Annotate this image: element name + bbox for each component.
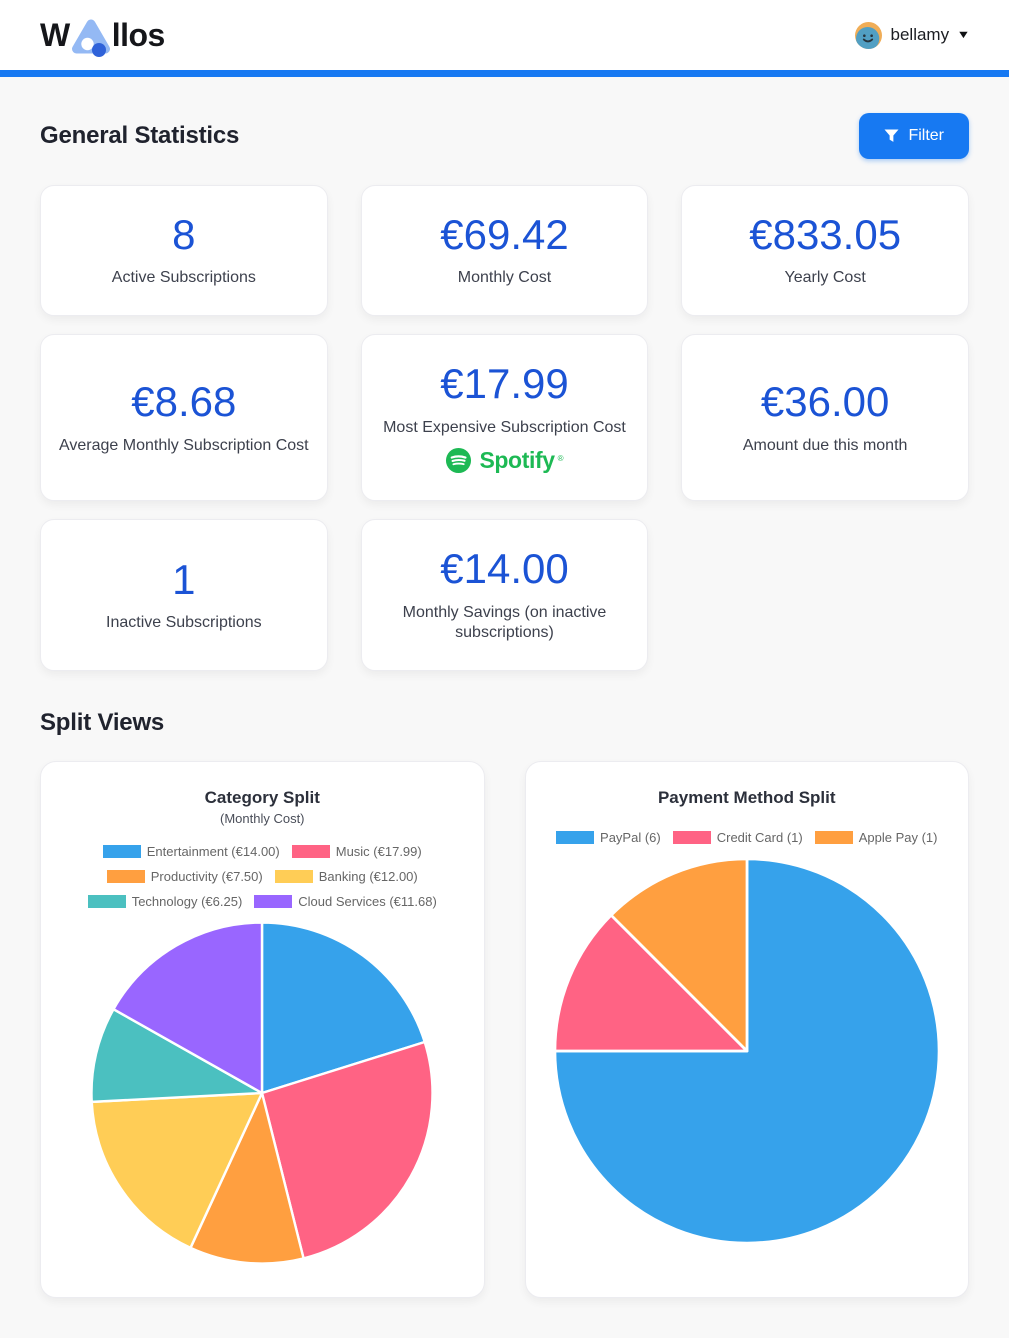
legend-item-banking[interactable]: Banking (€12.00) — [274, 869, 418, 885]
pie-slice-banking[interactable] — [90, 1092, 264, 1250]
legend-item-paypal[interactable]: PayPal (6) — [556, 830, 661, 845]
header: W llos bellamy ▼ — [0, 0, 1009, 70]
stat-card-monthly-savings: €14.00 Monthly Savings (on inactive subs… — [360, 519, 649, 672]
wallos-triangle-icon — [71, 19, 110, 57]
charts-row: Category Split (Monthly Cost) Entertainm… — [40, 761, 969, 1299]
spotify-logo: Spotify ® — [445, 447, 564, 474]
stat-value: €833.05 — [749, 211, 902, 258]
stat-value: €36.00 — [760, 378, 890, 426]
pie-slice-entertainment[interactable] — [261, 921, 427, 1095]
legend-label: Credit Card (1) — [716, 830, 803, 846]
chart-title: Payment Method Split — [657, 788, 836, 808]
user-menu[interactable]: bellamy ▼ — [854, 21, 971, 49]
chart-subtitle: (Monthly Cost) — [219, 811, 305, 827]
legend-label: Cloud Services (€11.68) — [298, 894, 437, 910]
pie-slice-apple-pay[interactable] — [609, 857, 749, 1053]
legend-swatch — [87, 895, 126, 909]
legend-label: Productivity (€7.50) — [150, 869, 263, 885]
stat-label: Monthly Savings (on inactive subscriptio… — [402, 603, 607, 642]
pie-slice-music[interactable] — [261, 1041, 434, 1260]
avatar — [854, 21, 882, 49]
legend-item-music[interactable]: Music (€17.99) — [291, 844, 422, 860]
legend-item-credit-card[interactable]: Credit Card (1) — [672, 830, 803, 846]
split-views-title: Split Views — [40, 709, 165, 737]
stat-label: Most Expensive Subscription Cost — [383, 418, 626, 436]
legend-label: Entertainment (€14.00) — [146, 844, 280, 860]
logo-text-suffix: llos — [111, 16, 166, 53]
legend-item-productivity[interactable]: Productivity (€7.50) — [106, 869, 263, 885]
pie-slice-productivity[interactable] — [189, 1092, 306, 1266]
stat-value: €14.00 — [440, 545, 569, 593]
stat-value: 1 — [172, 555, 196, 603]
legend-swatch — [556, 831, 595, 845]
stat-card-most-expensive: €17.99 Most Expensive Subscription Cost … — [360, 334, 649, 502]
logo-text-prefix: W — [40, 16, 70, 53]
pie-slice-technology[interactable] — [90, 1008, 264, 1104]
stat-card-yearly-cost: €833.05 Yearly Cost — [681, 185, 969, 317]
stat-card-inactive-subscriptions: 1 Inactive Subscriptions — [40, 519, 328, 672]
legend-swatch — [274, 870, 313, 884]
stat-value: 8 — [172, 211, 196, 258]
stat-label: Active Subscriptions — [111, 269, 256, 287]
app-logo[interactable]: W llos — [40, 15, 166, 57]
legend-label: Music (€17.99) — [335, 844, 422, 860]
chart-legend: PayPal (6) Credit Card (1) Apple Pay (1) — [544, 830, 951, 845]
stat-label: Yearly Cost — [784, 269, 866, 287]
legend-swatch — [254, 895, 293, 909]
stat-value: €8.68 — [131, 378, 237, 426]
page-title: General Statistics — [40, 122, 240, 149]
spotify-wordmark: Spotify — [479, 447, 555, 474]
legend-swatch — [106, 870, 145, 884]
legend-label: PayPal (6) — [600, 830, 661, 846]
general-statistics-header: General Statistics Filter — [40, 113, 969, 159]
legend-item-entertainment[interactable]: Entertainment (€14.00) — [102, 844, 280, 860]
legend-item-apple-pay[interactable]: Apple Pay (1) — [814, 830, 938, 846]
filter-button[interactable]: Filter — [859, 113, 969, 159]
stats-grid: 8 Active Subscriptions €69.42 Monthly Co… — [40, 185, 969, 672]
stat-label: Inactive Subscriptions — [106, 614, 262, 632]
category-split-card: Category Split (Monthly Cost) Entertainm… — [40, 761, 485, 1299]
legend-item-technology[interactable]: Technology (€6.25) — [87, 894, 243, 910]
legend-label: Technology (€6.25) — [131, 894, 243, 910]
stat-card-active-subscriptions: 8 Active Subscriptions — [40, 185, 328, 317]
main-content: General Statistics Filter 8 Active Subsc… — [0, 113, 1009, 1338]
stat-card-amount-due: €36.00 Amount due this month — [681, 334, 969, 502]
stat-value: €17.99 — [440, 360, 569, 408]
chart-title: Category Split — [204, 788, 320, 808]
legend-label: Apple Pay (1) — [858, 830, 938, 846]
pie-slice-paypal[interactable] — [553, 857, 941, 1245]
stat-label: Amount due this month — [742, 436, 908, 454]
legend-item-cloud-services[interactable]: Cloud Services (€11.68) — [254, 894, 437, 909]
legend-swatch — [102, 845, 141, 859]
filter-funnel-icon — [884, 129, 899, 142]
username: bellamy — [890, 25, 950, 44]
stat-card-monthly-cost: €69.42 Monthly Cost — [360, 185, 649, 317]
legend-label: Banking (€12.00) — [318, 869, 418, 885]
stat-label: Average Monthly Subscription Cost — [59, 436, 309, 454]
chevron-down-icon: ▼ — [956, 29, 971, 41]
category-pie-chart[interactable] — [88, 919, 436, 1267]
pie-slice-credit-card[interactable] — [553, 914, 749, 1053]
stat-label: Monthly Cost — [457, 269, 552, 287]
header-accent-bar — [0, 70, 1009, 77]
filter-button-label: Filter — [908, 127, 944, 144]
payment-pie-chart[interactable] — [551, 855, 943, 1247]
legend-swatch — [291, 845, 330, 859]
chart-legend: Entertainment (€14.00) Music (€17.99) Prod… — [67, 844, 457, 909]
payment-method-split-card: Payment Method Split PayPal (6) Credit Ca… — [524, 761, 969, 1299]
legend-swatch — [814, 831, 853, 845]
spotify-icon — [446, 448, 472, 474]
pie-slice-cloud-services[interactable] — [112, 921, 264, 1095]
registered-mark: ® — [557, 454, 564, 464]
stat-value: €69.42 — [440, 211, 569, 258]
legend-swatch — [672, 831, 711, 845]
stat-card-average-monthly-cost: €8.68 Average Monthly Subscription Cost — [40, 334, 328, 502]
